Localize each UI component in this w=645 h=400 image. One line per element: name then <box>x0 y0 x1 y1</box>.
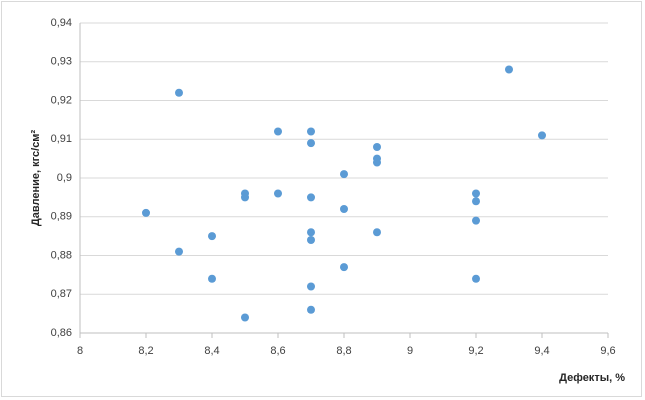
point <box>472 189 480 198</box>
point <box>175 247 183 256</box>
point <box>142 208 150 217</box>
y-tick-label: 0,88 <box>51 249 72 261</box>
x-tick-label: 9,6 <box>600 345 615 357</box>
point <box>241 313 249 322</box>
y-tick-label: 0,91 <box>51 133 72 145</box>
point <box>373 143 381 151</box>
y-tick-label: 0,9 <box>57 172 72 184</box>
point <box>307 236 315 244</box>
point <box>307 228 315 237</box>
point <box>175 88 183 97</box>
x-tick-label: 8,4 <box>204 345 219 357</box>
point <box>208 232 216 241</box>
point <box>307 305 315 314</box>
point <box>307 139 315 148</box>
y-axis-title: Давление, кгс/см² <box>30 130 42 227</box>
point <box>241 193 249 202</box>
x-tick-label: 9 <box>407 345 413 357</box>
point <box>373 158 381 167</box>
x-tick-label: 8,2 <box>138 345 153 357</box>
y-tick-label: 0,94 <box>51 17 72 29</box>
y-tick-label: 0,86 <box>51 327 72 339</box>
point <box>472 274 480 283</box>
x-tick-label: 8 <box>77 345 83 357</box>
y-tick-label: 0,89 <box>51 211 72 223</box>
x-tick-label: 8,8 <box>336 345 351 357</box>
point <box>208 274 216 283</box>
point <box>538 131 546 140</box>
y-tick-label: 0,92 <box>51 94 72 106</box>
point <box>472 216 480 225</box>
point <box>340 170 348 179</box>
point <box>373 228 381 237</box>
x-tick-label: 9,4 <box>534 345 549 357</box>
y-tick-label: 0,87 <box>51 288 72 300</box>
x-axis-title: Дефекты, % <box>559 372 625 384</box>
point <box>505 65 513 74</box>
point <box>274 189 282 198</box>
point <box>307 282 315 291</box>
x-tick-label: 8,6 <box>270 345 285 357</box>
point <box>274 127 282 136</box>
point <box>340 205 348 213</box>
point <box>472 197 480 206</box>
y-tick-label: 0,93 <box>51 56 72 68</box>
point <box>307 127 315 136</box>
point <box>307 193 315 202</box>
point <box>340 263 348 272</box>
x-tick-label: 9,2 <box>468 345 483 357</box>
